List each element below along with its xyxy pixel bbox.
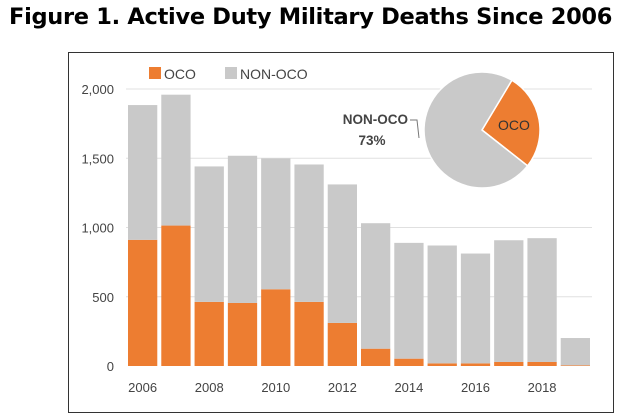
bar-non-oco-2008 [194, 166, 224, 302]
pie-leader-line [410, 119, 420, 139]
x-tick-label: 2008 [195, 380, 224, 395]
pie-chart [423, 71, 541, 189]
y-tick-label: 1,500 [81, 151, 114, 166]
bar-non-oco-2011 [294, 164, 324, 302]
bar-oco-2013 [361, 348, 391, 366]
bar-oco-2009 [227, 302, 258, 366]
bar-oco-2016 [460, 363, 491, 366]
x-tick-label: 2010 [261, 380, 290, 395]
bar-oco-2010 [261, 289, 291, 366]
chart-frame [68, 52, 614, 413]
bar-non-oco-2006 [128, 105, 158, 240]
x-tick-label: 2012 [328, 380, 357, 395]
x-tick-label: 2018 [528, 380, 557, 395]
bar-non-oco-2010 [261, 158, 291, 290]
bar-oco-2017 [494, 361, 524, 366]
legend: OCO NON-OCO [149, 66, 308, 82]
pie-slice-oco [481, 79, 541, 167]
bar-non-oco-2018 [527, 238, 557, 362]
bar-non-oco-2019 [560, 338, 590, 366]
bar-oco-2012 [327, 322, 357, 366]
bar-non-oco-2014 [394, 242, 424, 359]
x-tick-label: 2014 [394, 380, 423, 395]
legend-swatch-oco [149, 67, 161, 79]
pie-value-non-oco: 73% [358, 133, 385, 148]
y-tick-label: 0 [107, 359, 114, 374]
bar-oco-2018 [527, 361, 557, 366]
bar-non-oco-2007 [161, 94, 191, 226]
legend-label-non-oco: NON-OCO [240, 66, 308, 82]
bar-oco-2019 [560, 365, 590, 366]
bar-oco-2006 [128, 239, 158, 366]
pie-label-non-oco: NON-OCO [343, 112, 408, 127]
bar-oco-2007 [161, 225, 191, 366]
bar-non-oco-2012 [327, 184, 357, 323]
y-tick-label: 2,000 [81, 82, 114, 97]
bar-oco-2014 [394, 358, 424, 366]
bar-oco-2011 [294, 301, 324, 366]
y-tick-label: 1,000 [81, 221, 114, 236]
bar-non-oco-2013 [361, 223, 391, 349]
figure-title: Figure 1. Active Duty Military Deaths Si… [9, 4, 613, 30]
bar-non-oco-2009 [227, 155, 258, 303]
bar-non-oco-2017 [494, 240, 524, 362]
bar-oco-2015 [427, 363, 457, 366]
y-tick-label: 500 [92, 290, 114, 305]
x-tick-label: 2006 [128, 380, 157, 395]
bar-non-oco-2016 [460, 253, 491, 364]
pie-slice-non-oco [423, 71, 529, 189]
legend-label-oco: OCO [164, 66, 196, 82]
bar-oco-2008 [194, 301, 224, 366]
pie-label-oco: OCO [498, 117, 530, 133]
legend-swatch-non-oco [225, 67, 237, 79]
bar-non-oco-2015 [427, 245, 457, 364]
x-tick-label: 2016 [461, 380, 490, 395]
